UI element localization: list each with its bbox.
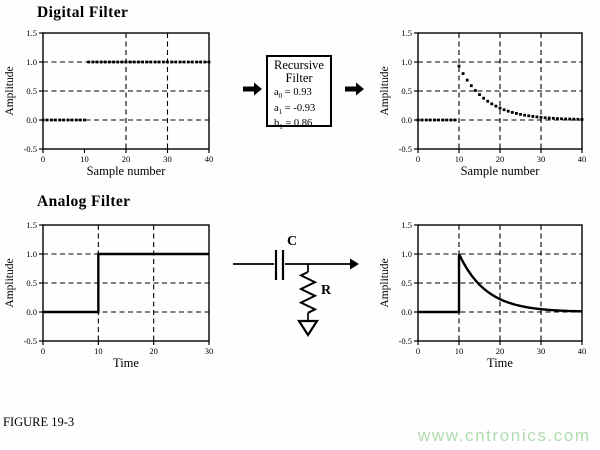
plot-analog-input: 0 10 20 30 -0.5 0.0 0.5 1.0 1.5 Time Amplitude (4, 220, 213, 370)
svg-text:20: 20 (496, 346, 505, 356)
svg-text:-0.5: -0.5 (24, 336, 37, 346)
svg-text:10: 10 (455, 154, 464, 164)
svg-text:30: 30 (163, 154, 172, 164)
recursive-filter-box: Recursive Filter a0 = 0.93 a1 = -0.93 b1… (266, 55, 332, 131)
svg-text:10: 10 (94, 346, 103, 356)
svg-text:30: 30 (205, 346, 214, 356)
coefficient-a0: a0 = 0.93 (274, 87, 312, 101)
svg-text:1.5: 1.5 (26, 28, 37, 38)
capacitor-label: C (287, 234, 298, 249)
svg-text:Amplitude: Amplitude (4, 258, 16, 307)
svg-text:0.5: 0.5 (401, 278, 412, 288)
plot-digital-input: 0 10 20 30 40 -0.5 0.0 0.5 1.0 1.5 Sample number Am… (4, 28, 213, 178)
svg-text:0.5: 0.5 (26, 278, 37, 288)
plot-digital-output: 0 10 20 30 40 -0.5 0.0 0.5 1.0 1.5 Sample number Am… (379, 28, 586, 178)
digital-filter-heading: Digital Filter (37, 4, 129, 21)
analog-filter-heading: Analog Filter (37, 193, 131, 210)
svg-text:10: 10 (80, 154, 89, 164)
svg-text:Amplitude: Amplitude (379, 66, 391, 115)
recursive-filter-title-line1: Recursive (274, 58, 324, 72)
svg-text:-0.5: -0.5 (399, 144, 412, 154)
svg-text:0.0: 0.0 (26, 115, 37, 125)
svg-text:1.0: 1.0 (26, 249, 37, 259)
svg-text:Time: Time (487, 356, 513, 370)
svg-text:10: 10 (455, 346, 464, 356)
figure-caption-label: FIGURE 19-3 (3, 415, 75, 430)
svg-text:1.0: 1.0 (26, 57, 37, 67)
recursive-filter-title-line2: Filter (285, 71, 313, 85)
svg-text:40: 40 (578, 154, 587, 164)
svg-text:Amplitude: Amplitude (379, 258, 391, 307)
flow-arrows (243, 82, 364, 96)
svg-text:0.0: 0.0 (401, 115, 412, 125)
figure-caption: FIGURE 19-3 Single pole high-pass filter… (3, 385, 599, 450)
resistor-zigzag (298, 271, 318, 314)
svg-text:20: 20 (122, 154, 131, 164)
svg-text:20: 20 (496, 154, 505, 164)
svg-text:1.5: 1.5 (401, 220, 412, 230)
svg-text:40: 40 (578, 346, 587, 356)
right-arrow-icon (243, 82, 262, 96)
right-arrow-icon (345, 82, 364, 96)
svg-text:0: 0 (41, 154, 45, 164)
svg-text:0: 0 (416, 346, 420, 356)
svg-text:Sample number: Sample number (461, 164, 541, 178)
svg-text:0: 0 (416, 154, 420, 164)
coefficient-a1: a1 = -0.93 (274, 102, 316, 116)
svg-text:Time: Time (113, 356, 139, 370)
svg-text:0: 0 (41, 346, 45, 356)
svg-text:Amplitude: Amplitude (4, 66, 16, 115)
svg-text:0.5: 0.5 (401, 86, 412, 96)
svg-text:1.0: 1.0 (401, 249, 412, 259)
rc-circuit-diagram (233, 250, 359, 338)
svg-text:0.0: 0.0 (401, 307, 412, 317)
plot-analog-output: 0 10 20 30 40 -0.5 0.0 0.5 1.0 1.5 Time Amplitude (379, 220, 586, 370)
svg-text:1.5: 1.5 (26, 220, 37, 230)
svg-text:Sample number: Sample number (87, 164, 167, 178)
svg-text:-0.5: -0.5 (399, 336, 412, 346)
watermark-text: www.cntronics.com (418, 426, 591, 445)
svg-text:30: 30 (537, 346, 546, 356)
output-arrow-icon (350, 258, 359, 270)
coefficient-b1: b1 = 0.86 (274, 118, 313, 132)
svg-text:1.5: 1.5 (401, 28, 412, 38)
svg-text:0.5: 0.5 (26, 86, 37, 96)
svg-text:1.0: 1.0 (401, 57, 412, 67)
svg-text:0.0: 0.0 (26, 307, 37, 317)
svg-text:20: 20 (149, 346, 158, 356)
resistor-label: R (321, 283, 332, 298)
ground-icon (296, 319, 320, 338)
svg-text:40: 40 (205, 154, 214, 164)
svg-text:30: 30 (537, 154, 546, 164)
coefficient-list: a0 = 0.93 a1 = -0.93 b1 = 0.86 (268, 87, 330, 134)
svg-text:-0.5: -0.5 (24, 144, 37, 154)
